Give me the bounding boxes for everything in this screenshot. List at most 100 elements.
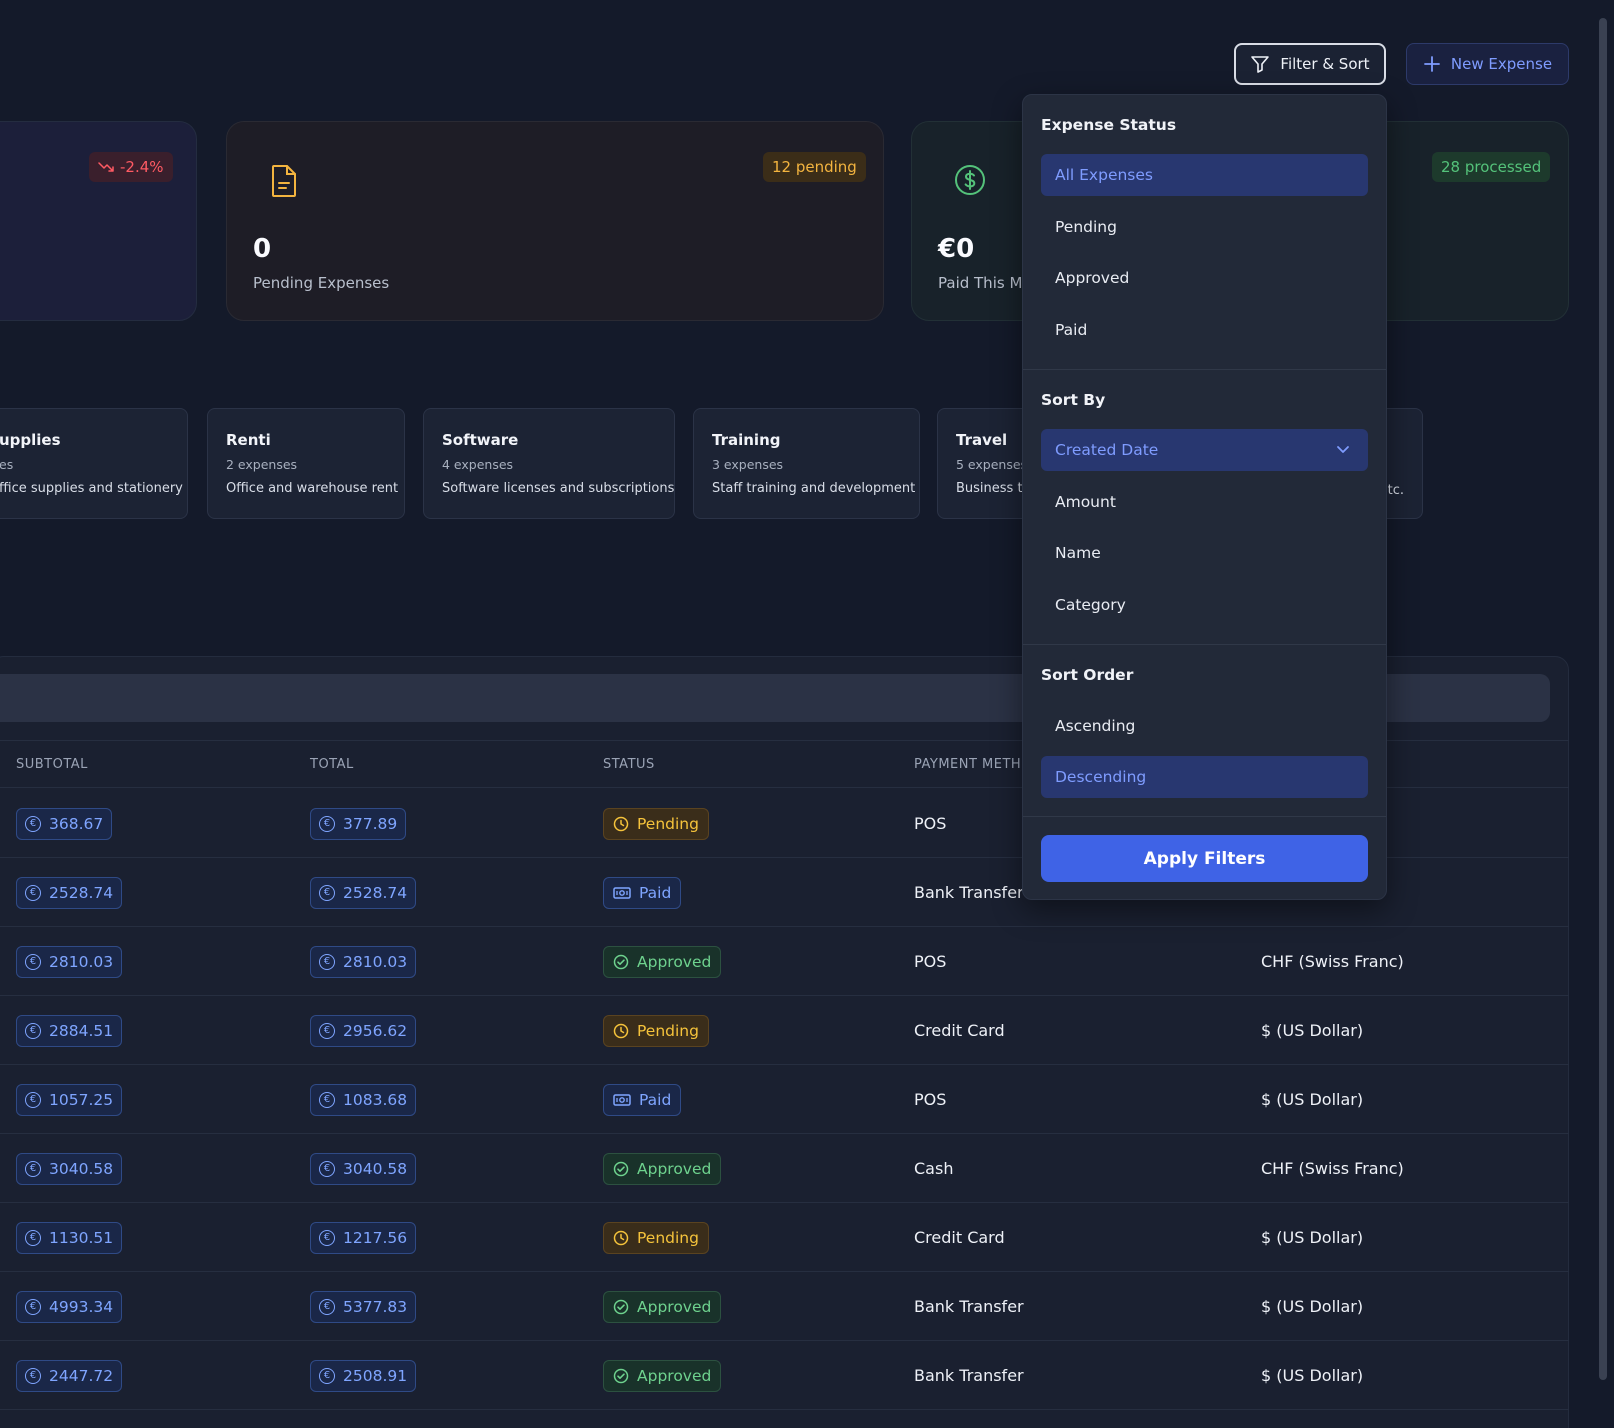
divider bbox=[1023, 816, 1386, 817]
status-text: Pending bbox=[637, 815, 699, 833]
filter-sort-label: Filter & Sort bbox=[1280, 55, 1370, 73]
divider bbox=[1023, 644, 1386, 645]
payment-method: POS bbox=[914, 952, 947, 971]
subtotal-pill: €2447.72 bbox=[16, 1360, 123, 1392]
status-badge: Approved bbox=[603, 1291, 722, 1323]
status-text: Approved bbox=[637, 953, 712, 971]
sort-by-select[interactable]: Created Date bbox=[1041, 429, 1368, 471]
euro-icon: € bbox=[319, 885, 335, 901]
paid-label: Paid This Mo bbox=[938, 274, 1032, 292]
table-row[interactable]: €2810.03 €2810.03 Approved POS CHF (Swiss Fr… bbox=[0, 927, 1569, 996]
status-badge: Pending bbox=[603, 808, 709, 840]
euro-icon: € bbox=[319, 1230, 335, 1246]
expense-status-heading: Expense Status bbox=[1041, 116, 1177, 134]
subtotal-pill: €4993.34 bbox=[16, 1291, 123, 1323]
category-count: 3 expenses bbox=[712, 457, 784, 472]
currency: CHF (Swiss Franc) bbox=[1261, 952, 1404, 971]
subtotal-pill: €2884.51 bbox=[16, 1015, 123, 1047]
trend-down-icon bbox=[98, 162, 114, 172]
status-text: Paid bbox=[639, 884, 672, 902]
new-expense-label: New Expense bbox=[1450, 55, 1553, 73]
subtotal-value: 1130.51 bbox=[49, 1229, 114, 1247]
euro-icon: € bbox=[319, 1092, 335, 1108]
status-text: Approved bbox=[637, 1160, 712, 1178]
sort-option-name[interactable]: Name bbox=[1055, 544, 1101, 562]
dollar-circle-icon bbox=[954, 164, 986, 200]
euro-icon: € bbox=[319, 1299, 335, 1315]
new-expense-button[interactable]: New Expense bbox=[1406, 43, 1569, 85]
payment-method: Cash bbox=[914, 1159, 954, 1178]
column-header-payment[interactable]: PAYMENT METH bbox=[914, 757, 1022, 772]
status-text: Pending bbox=[637, 1022, 699, 1040]
currency: $ (US Dollar) bbox=[1261, 1366, 1364, 1385]
category-count: 5 expenses bbox=[956, 457, 1028, 472]
table-row[interactable]: €1057.25 €1083.68 Paid POS $ (US Dollar) bbox=[0, 1065, 1569, 1134]
status-option-approved[interactable]: Approved bbox=[1055, 269, 1130, 287]
table-row[interactable]: €1130.51 €1217.56 Pending Credit Card $ (US … bbox=[0, 1203, 1569, 1272]
column-header-subtotal[interactable]: SUBTOTAL bbox=[16, 757, 88, 772]
category-card-software[interactable]: Software 4 expenses Software licenses an… bbox=[423, 408, 675, 519]
subtotal-value: 2528.74 bbox=[49, 884, 114, 902]
category-title: Training bbox=[712, 431, 781, 449]
cash-icon bbox=[613, 1093, 631, 1107]
status-badge: Approved bbox=[603, 1360, 722, 1392]
total-pill: €1217.56 bbox=[310, 1222, 417, 1254]
currency: $ (US Dollar) bbox=[1261, 1228, 1364, 1247]
column-header-total[interactable]: TOTAL bbox=[310, 757, 354, 772]
sort-option-amount[interactable]: Amount bbox=[1055, 493, 1116, 511]
table-row[interactable]: €2447.72 €2508.91 Approved Bank Transfer $ (… bbox=[0, 1341, 1569, 1410]
table-row[interactable]: €3040.58 €3040.58 Approved Cash CHF (Swiss F… bbox=[0, 1134, 1569, 1203]
table-row[interactable]: €2528.74 €2528.74 Paid Bank Transfer bbox=[0, 858, 1569, 927]
euro-icon: € bbox=[25, 1230, 41, 1246]
category-count: 2 expenses bbox=[226, 457, 298, 472]
status-badge: Pending bbox=[603, 1015, 709, 1047]
total-value: 3040.58 bbox=[343, 1160, 408, 1178]
euro-icon: € bbox=[25, 1023, 41, 1039]
payment-method: POS bbox=[914, 1090, 947, 1109]
status-text: Pending bbox=[637, 1229, 699, 1247]
table-row[interactable]: €368.67 €377.89 Pending POS bbox=[0, 789, 1569, 858]
order-option-ascending[interactable]: Ascending bbox=[1055, 717, 1136, 735]
order-option-descending[interactable]: Descending bbox=[1041, 756, 1368, 798]
filter-sort-button[interactable]: Filter & Sort bbox=[1234, 43, 1386, 85]
scrollbar-thumb[interactable] bbox=[1599, 18, 1607, 1380]
column-header-status[interactable]: STATUS bbox=[603, 757, 655, 772]
check-circle-icon bbox=[613, 1161, 629, 1177]
status-badge: Paid bbox=[603, 1084, 682, 1116]
total-pill: €2508.91 bbox=[310, 1360, 417, 1392]
status-option-all[interactable]: All Expenses bbox=[1041, 154, 1368, 196]
divider bbox=[1023, 369, 1386, 370]
currency: $ (US Dollar) bbox=[1261, 1021, 1364, 1040]
category-title: upplies bbox=[0, 431, 61, 449]
currency: $ (US Dollar) bbox=[1261, 1297, 1364, 1316]
payment-method: Bank Transfer bbox=[914, 883, 1024, 902]
sort-option-category[interactable]: Category bbox=[1055, 596, 1126, 614]
table-row[interactable]: €4993.34 €5377.83 Approved Bank Transfer $ (… bbox=[0, 1272, 1569, 1341]
table-header: SUBTOTAL TOTAL STATUS PAYMENT METH bbox=[0, 740, 1569, 788]
paid-value: €0 bbox=[938, 234, 975, 264]
euro-icon: € bbox=[319, 816, 335, 832]
euro-icon: € bbox=[25, 885, 41, 901]
trend-badge-text: -2.4% bbox=[120, 158, 164, 176]
table-row[interactable]: €2884.51 €2956.62 Pending Credit Card $ (US … bbox=[0, 996, 1569, 1065]
total-pill: €2810.03 bbox=[310, 946, 417, 978]
status-option-paid[interactable]: Paid bbox=[1055, 321, 1088, 339]
subtotal-value: 1057.25 bbox=[49, 1091, 114, 1109]
status-text: Approved bbox=[637, 1367, 712, 1385]
category-description: Business tr bbox=[956, 481, 1028, 496]
category-card-rent[interactable]: Renti 2 expenses Office and warehouse re… bbox=[207, 408, 405, 519]
category-card-training[interactable]: Training 3 expenses Staff training and d… bbox=[693, 408, 920, 519]
filter-icon bbox=[1250, 54, 1270, 74]
apply-filters-button[interactable]: Apply Filters bbox=[1041, 835, 1368, 882]
status-option-pending[interactable]: Pending bbox=[1055, 218, 1117, 236]
payment-method: Credit Card bbox=[914, 1228, 1005, 1247]
subtotal-pill: €1130.51 bbox=[16, 1222, 123, 1254]
category-card-supplies[interactable]: upplies es ffice supplies and stationery bbox=[0, 408, 188, 519]
category-description: Software licenses and subscriptions bbox=[442, 481, 675, 496]
euro-icon: € bbox=[25, 1299, 41, 1315]
total-value: 1083.68 bbox=[343, 1091, 408, 1109]
total-value: 377.89 bbox=[343, 815, 398, 833]
clock-icon bbox=[613, 1230, 629, 1246]
document-icon bbox=[269, 164, 299, 202]
pending-label: Pending Expenses bbox=[253, 274, 390, 292]
